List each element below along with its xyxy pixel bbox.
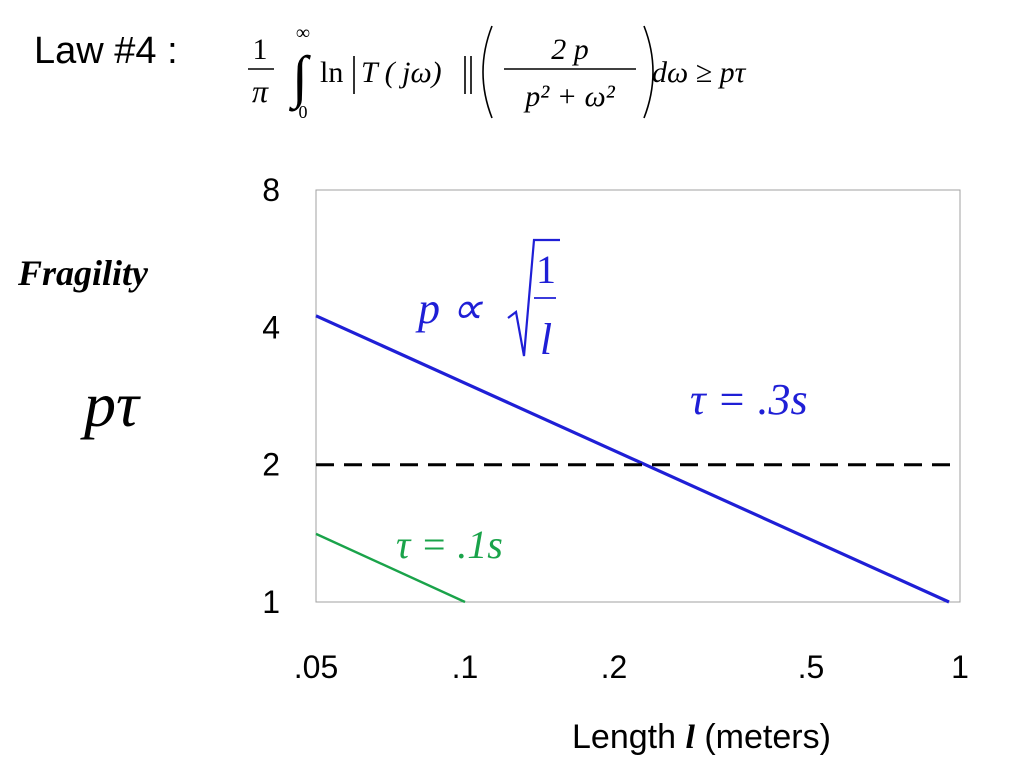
formula-lower-limit: 0 bbox=[299, 102, 308, 122]
x-axis-ticks: .05 .1 .2 .5 1 bbox=[294, 649, 969, 685]
formula-integral: ∫ bbox=[288, 44, 311, 112]
formula-ln: ln bbox=[320, 56, 343, 89]
annotation-l: l bbox=[540, 315, 552, 364]
y-tick-label: 2 bbox=[262, 447, 280, 483]
plot-frame bbox=[315, 189, 961, 603]
y-axis-symbol: pτ bbox=[84, 369, 139, 440]
formula-tail: dω ≥ pτ bbox=[652, 56, 747, 89]
annotation-one: 1 bbox=[536, 247, 556, 292]
series-line-1 bbox=[315, 532, 466, 604]
x-tick-label: .5 bbox=[798, 649, 825, 685]
formula-integrand: T ( jω) bbox=[361, 56, 442, 89]
y-tick-label: 1 bbox=[262, 584, 280, 620]
formula-pi: π bbox=[252, 73, 269, 109]
x-axis-label-prefix: Length bbox=[572, 718, 676, 756]
law-title: Law #4 : bbox=[34, 30, 178, 72]
formula-paren-right bbox=[643, 25, 654, 119]
x-axis-label-var: l bbox=[685, 719, 695, 756]
x-tick-label: .1 bbox=[452, 649, 479, 685]
y-tick-label: 4 bbox=[262, 309, 280, 345]
x-axis-label: Length l (meters) bbox=[572, 718, 831, 757]
x-tick-label: .2 bbox=[601, 649, 628, 685]
formula-one: 1 bbox=[253, 33, 268, 66]
y-axis-label: Fragility bbox=[18, 253, 149, 293]
annotation-p-prop: p ∝ bbox=[415, 284, 484, 333]
law-formula: 1 π ∞ ∫ 0 ln T ( jω) 2 p p² + ω² dω ≥ pτ bbox=[248, 22, 747, 122]
annotation-radical bbox=[507, 238, 560, 357]
y-axis-ticks: 1 2 4 8 bbox=[262, 172, 280, 620]
formula-upper-limit: ∞ bbox=[296, 22, 310, 44]
annotation-tau-03: τ = .3s bbox=[690, 375, 808, 424]
formula-paren-left bbox=[482, 25, 493, 119]
x-axis-label-suffix: (meters) bbox=[694, 718, 831, 756]
formula-denominator: p² + ω² bbox=[523, 80, 615, 113]
annotation-layer: p ∝ 1 l τ = .3s τ = .1s bbox=[396, 238, 808, 567]
formula-numerator: 2 p bbox=[551, 33, 589, 66]
x-tick-label: .05 bbox=[294, 649, 338, 685]
x-tick-label: 1 bbox=[951, 649, 969, 685]
series-layer bbox=[315, 314, 960, 604]
annotation-tau-01: τ = .1s bbox=[396, 522, 503, 567]
y-tick-label: 8 bbox=[262, 172, 280, 208]
series-line-0 bbox=[315, 314, 950, 604]
